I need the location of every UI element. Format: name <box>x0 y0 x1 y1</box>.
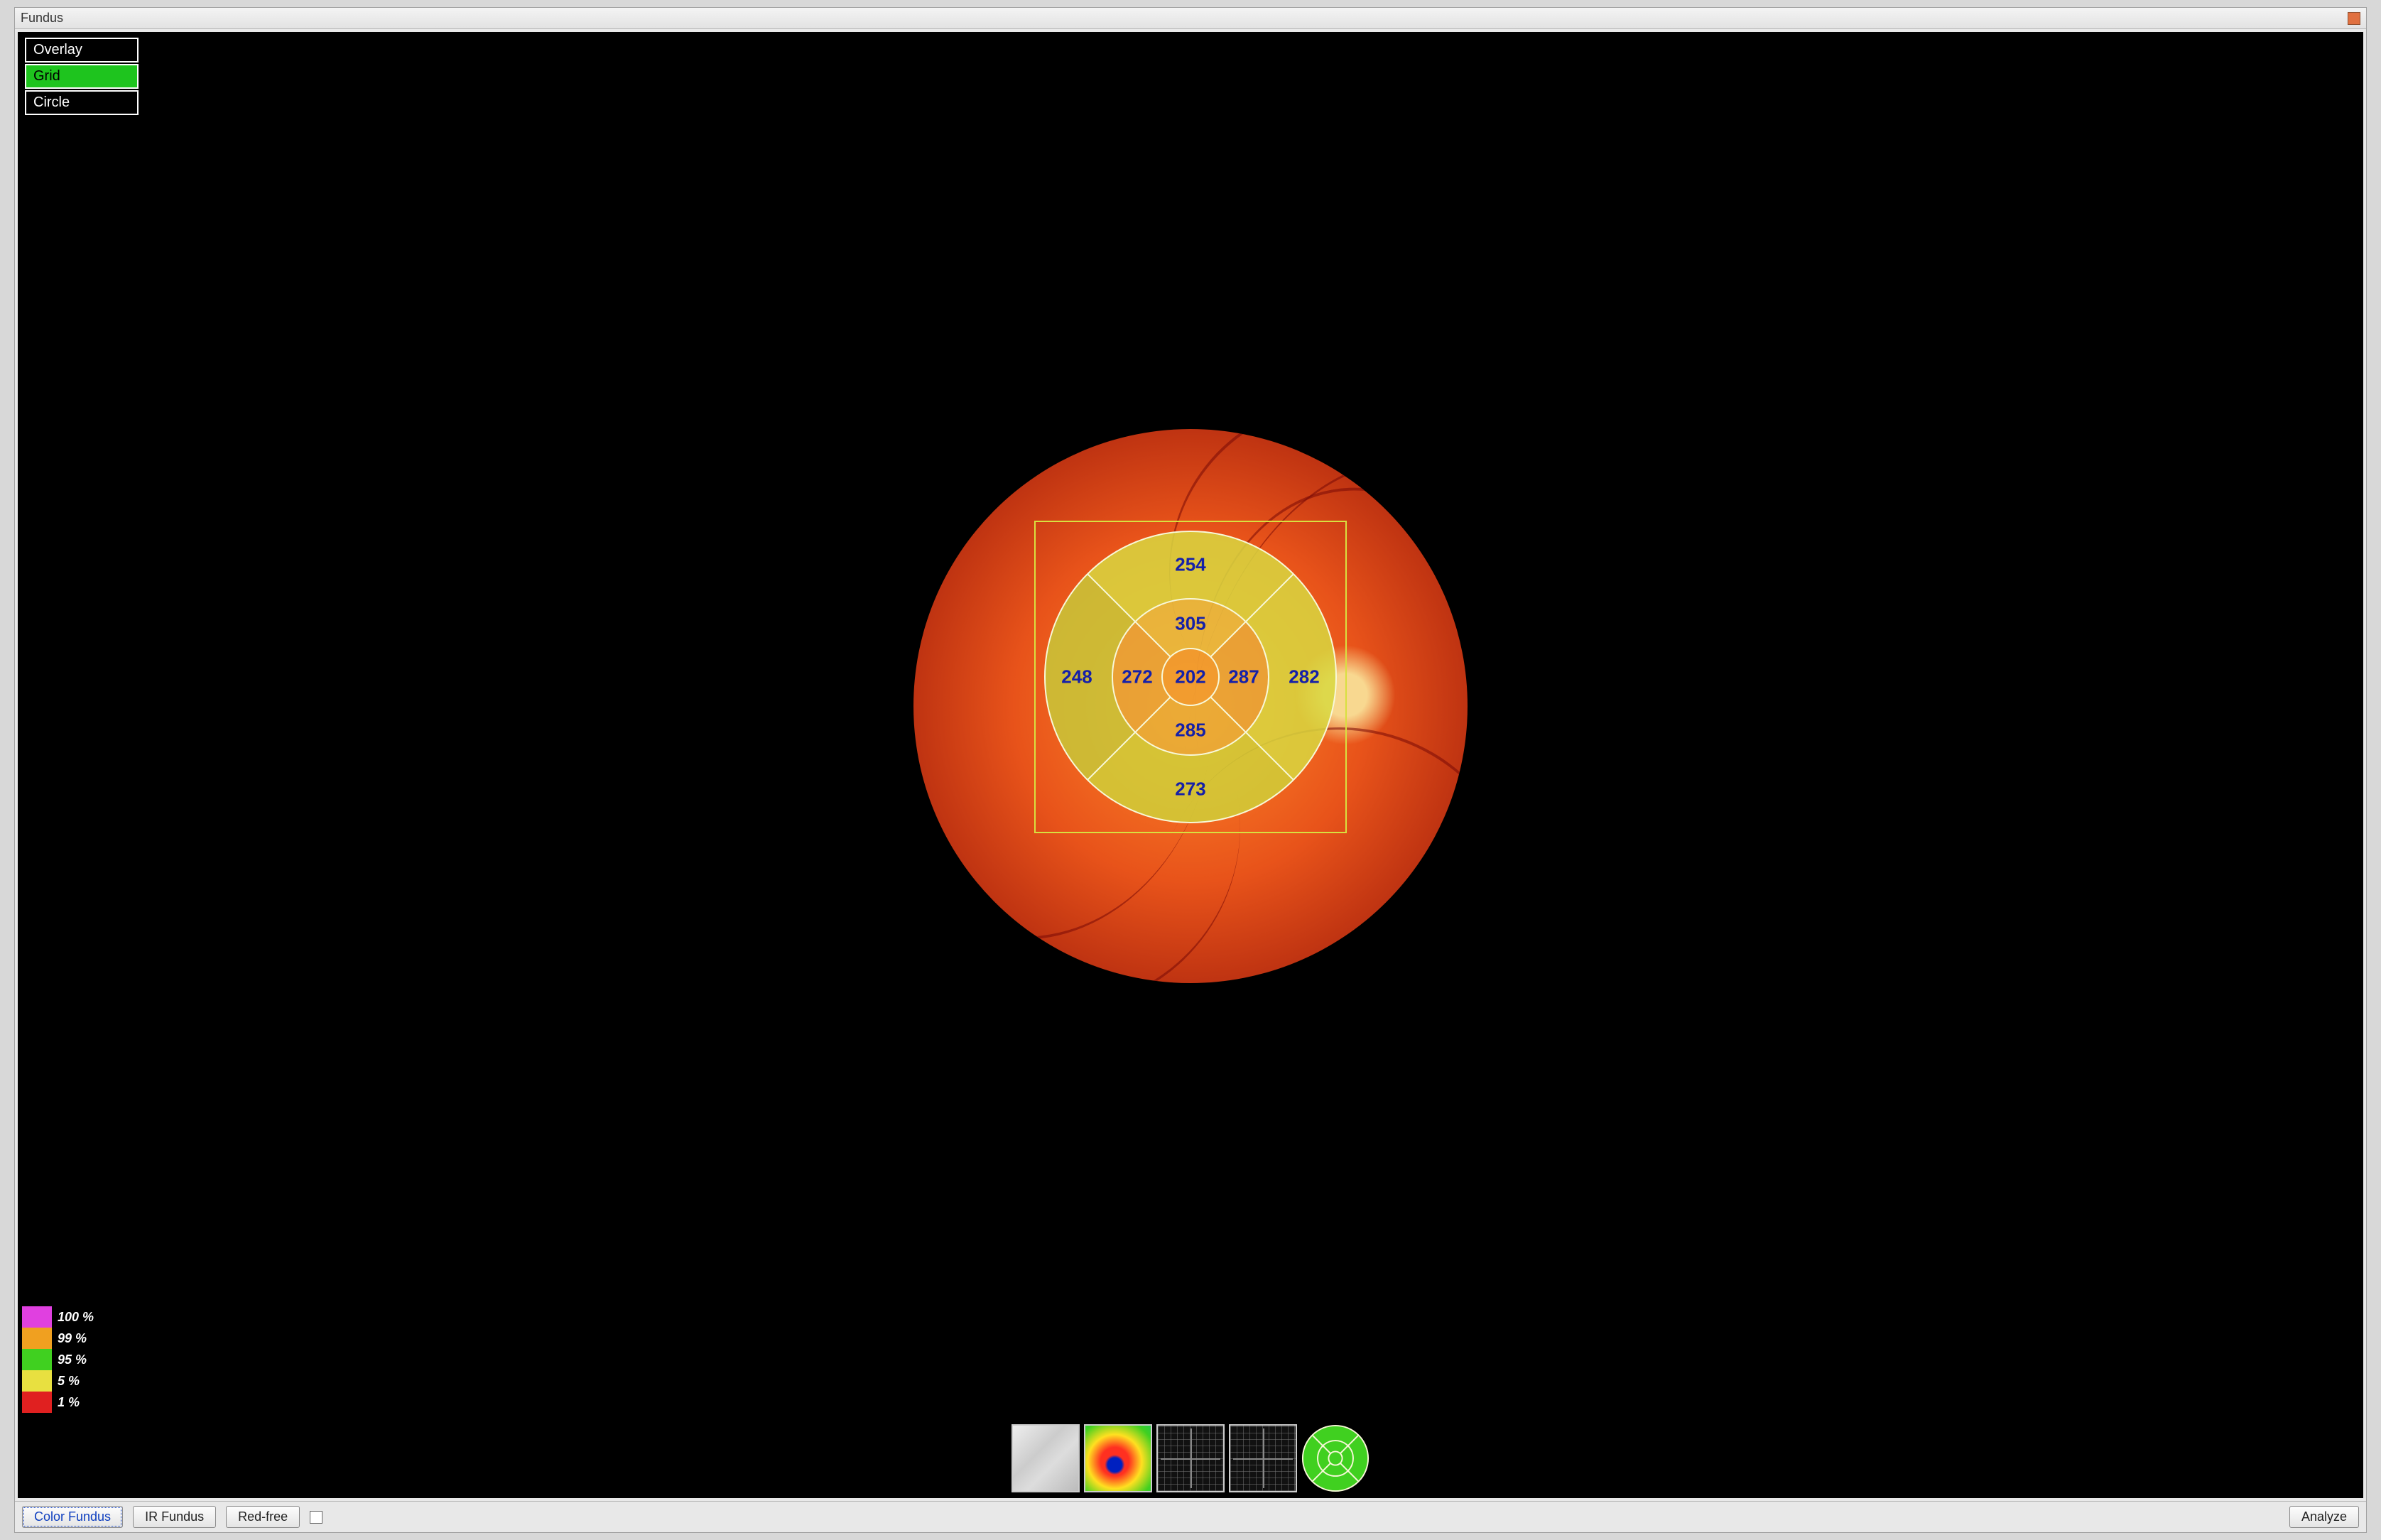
legend-label: 95 % <box>58 1352 87 1367</box>
legend-swatch <box>22 1392 52 1413</box>
etdrs-inner-top-value: 305 <box>1175 613 1205 635</box>
overlay-mode-group: Overlay Grid Circle <box>25 38 139 115</box>
etdrs-outer-left-value: 248 <box>1061 666 1092 688</box>
mode-overlay-button[interactable]: Overlay <box>25 38 139 63</box>
mode-grid-button[interactable]: Grid <box>25 64 139 89</box>
thumbnail-strip <box>1011 1424 1370 1492</box>
etdrs-inner-bottom-value: 285 <box>1175 720 1205 742</box>
red-free-button[interactable]: Red-free <box>226 1506 300 1528</box>
color-fundus-button[interactable]: Color Fundus <box>22 1506 123 1528</box>
legend-label: 99 % <box>58 1331 87 1346</box>
close-icon[interactable] <box>2348 12 2360 25</box>
etdrs-outer-top-value: 254 <box>1175 554 1205 576</box>
mode-circle-button[interactable]: Circle <box>25 90 139 115</box>
bottom-toolbar: Color Fundus IR Fundus Red-free Analyze <box>15 1501 2366 1532</box>
thumbnail-ir[interactable] <box>1011 1424 1080 1492</box>
legend-swatch <box>22 1328 52 1349</box>
thumbnail-etdrs[interactable] <box>1301 1424 1370 1492</box>
window-title: Fundus <box>21 11 2348 26</box>
image-viewport: Overlay Grid Circle 100 % 99 % 95 % 5 % <box>18 32 2363 1498</box>
legend-row: 100 % <box>22 1306 94 1328</box>
legend-row: 95 % <box>22 1349 94 1370</box>
legend-row: 99 % <box>22 1328 94 1349</box>
legend-swatch <box>22 1349 52 1370</box>
ir-fundus-button[interactable]: IR Fundus <box>133 1506 216 1528</box>
legend-label: 1 % <box>58 1395 80 1410</box>
titlebar[interactable]: Fundus <box>15 8 2366 29</box>
thumbnail-grid-2[interactable] <box>1229 1424 1297 1492</box>
etdrs-grid: 254 282 273 248 305 287 285 272 202 <box>1041 528 1340 826</box>
legend-row: 1 % <box>22 1392 94 1413</box>
thumbnail-heatmap[interactable] <box>1084 1424 1152 1492</box>
etdrs-outer-right-value: 282 <box>1289 666 1319 688</box>
etdrs-inner-right-value: 287 <box>1228 666 1259 688</box>
analyze-button[interactable]: Analyze <box>2289 1506 2359 1528</box>
toolbar-checkbox[interactable] <box>310 1511 322 1524</box>
legend-swatch <box>22 1306 52 1328</box>
etdrs-center-value: 202 <box>1175 666 1205 688</box>
legend-label: 100 % <box>58 1310 94 1325</box>
legend-swatch <box>22 1370 52 1392</box>
legend-label: 5 % <box>58 1374 80 1389</box>
etdrs-inner-left-value: 272 <box>1122 666 1152 688</box>
color-legend: 100 % 99 % 95 % 5 % 1 % <box>22 1306 94 1413</box>
legend-row: 5 % <box>22 1370 94 1392</box>
thumbnail-grid-1[interactable] <box>1156 1424 1225 1492</box>
fundus-window: Fundus Overlay Grid Circle 100 % 99 % 95… <box>14 7 2367 1533</box>
etdrs-outer-bottom-value: 273 <box>1175 779 1205 801</box>
